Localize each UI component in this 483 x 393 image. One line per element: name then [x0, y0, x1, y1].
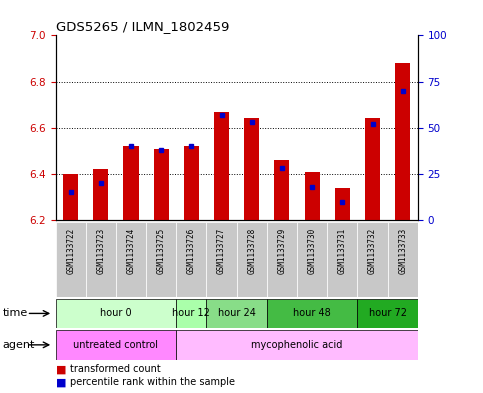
Bar	[207, 299, 267, 328]
Bar	[357, 299, 418, 328]
Text: agent: agent	[2, 340, 35, 350]
Text: percentile rank within the sample: percentile rank within the sample	[70, 377, 235, 387]
Bar	[327, 222, 357, 297]
Bar	[388, 222, 418, 297]
Bar	[207, 222, 237, 297]
Text: GDS5265 / ILMN_1802459: GDS5265 / ILMN_1802459	[56, 20, 229, 33]
Text: GSM1133725: GSM1133725	[156, 228, 166, 274]
Text: hour 48: hour 48	[293, 309, 331, 318]
Text: GSM1133724: GSM1133724	[127, 228, 136, 274]
Text: GSM1133729: GSM1133729	[277, 228, 286, 274]
Text: time: time	[2, 309, 28, 318]
Bar	[154, 149, 169, 220]
Text: hour 12: hour 12	[172, 309, 210, 318]
Bar	[305, 172, 320, 220]
Bar	[56, 222, 86, 297]
Bar	[395, 63, 410, 220]
Bar	[184, 146, 199, 220]
Text: mycophenolic acid: mycophenolic acid	[251, 340, 343, 350]
Bar	[124, 146, 139, 220]
Bar	[86, 222, 116, 297]
Bar	[93, 169, 108, 220]
Text: GSM1133728: GSM1133728	[247, 228, 256, 274]
Text: hour 72: hour 72	[369, 309, 407, 318]
Text: hour 24: hour 24	[218, 309, 256, 318]
Text: hour 0: hour 0	[100, 309, 132, 318]
Text: GSM1133733: GSM1133733	[398, 228, 407, 274]
Text: GSM1133731: GSM1133731	[338, 228, 347, 274]
Bar	[63, 174, 78, 220]
Bar	[116, 222, 146, 297]
Bar	[56, 330, 176, 360]
Bar	[214, 112, 229, 220]
Text: GSM1133726: GSM1133726	[187, 228, 196, 274]
Text: transformed count: transformed count	[70, 364, 161, 374]
Text: GSM1133730: GSM1133730	[308, 228, 317, 274]
Bar	[267, 222, 297, 297]
Bar	[274, 160, 289, 220]
Text: ■: ■	[56, 364, 66, 374]
Bar	[244, 119, 259, 220]
Text: ■: ■	[56, 377, 66, 387]
Bar	[365, 119, 380, 220]
Bar	[146, 222, 176, 297]
Bar	[56, 299, 176, 328]
Bar	[237, 222, 267, 297]
Bar	[357, 222, 388, 297]
Bar	[297, 222, 327, 297]
Text: GSM1133732: GSM1133732	[368, 228, 377, 274]
Bar	[176, 222, 207, 297]
Text: GSM1133723: GSM1133723	[96, 228, 105, 274]
Bar	[176, 299, 207, 328]
Bar	[335, 188, 350, 220]
Bar	[176, 330, 418, 360]
Bar	[267, 299, 357, 328]
Text: untreated control: untreated control	[73, 340, 158, 350]
Text: GSM1133727: GSM1133727	[217, 228, 226, 274]
Text: GSM1133722: GSM1133722	[66, 228, 75, 274]
